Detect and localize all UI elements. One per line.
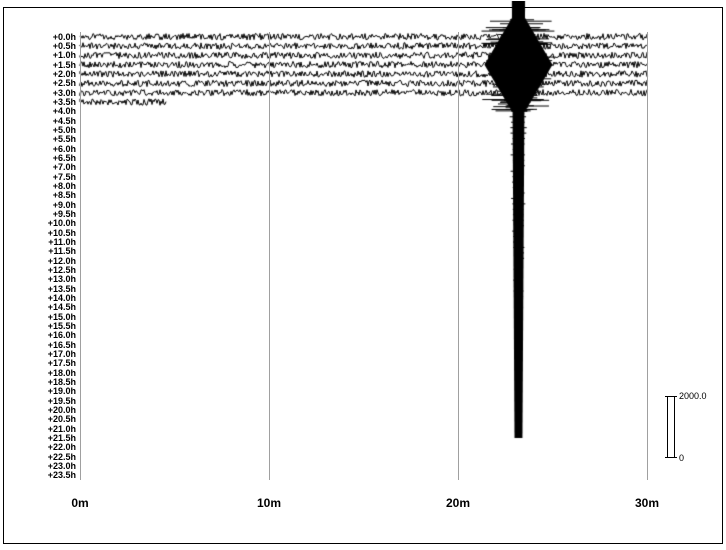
x-tick-label: 20m (446, 496, 470, 510)
x-tick-label: 10m (257, 496, 281, 510)
grid-line (458, 32, 459, 480)
legend-bar (667, 396, 675, 458)
grid-line (647, 32, 648, 480)
grid-line (80, 32, 81, 480)
outer-frame: +0.0h+0.5h+1.0h+1.5h+2.0h+2.5h+3.0h+3.5h… (3, 7, 723, 544)
x-tick-label: 0m (71, 496, 88, 510)
legend-min-label: 0 (679, 453, 684, 463)
amplitude-scale-legend: 2000.0 0 (667, 396, 722, 458)
grid-lines (80, 32, 647, 480)
y-row-label: +23.5h (26, 470, 76, 480)
grid-line (269, 32, 270, 480)
x-tick-label: 30m (635, 496, 659, 510)
legend-max-label: 2000.0 (679, 391, 707, 401)
